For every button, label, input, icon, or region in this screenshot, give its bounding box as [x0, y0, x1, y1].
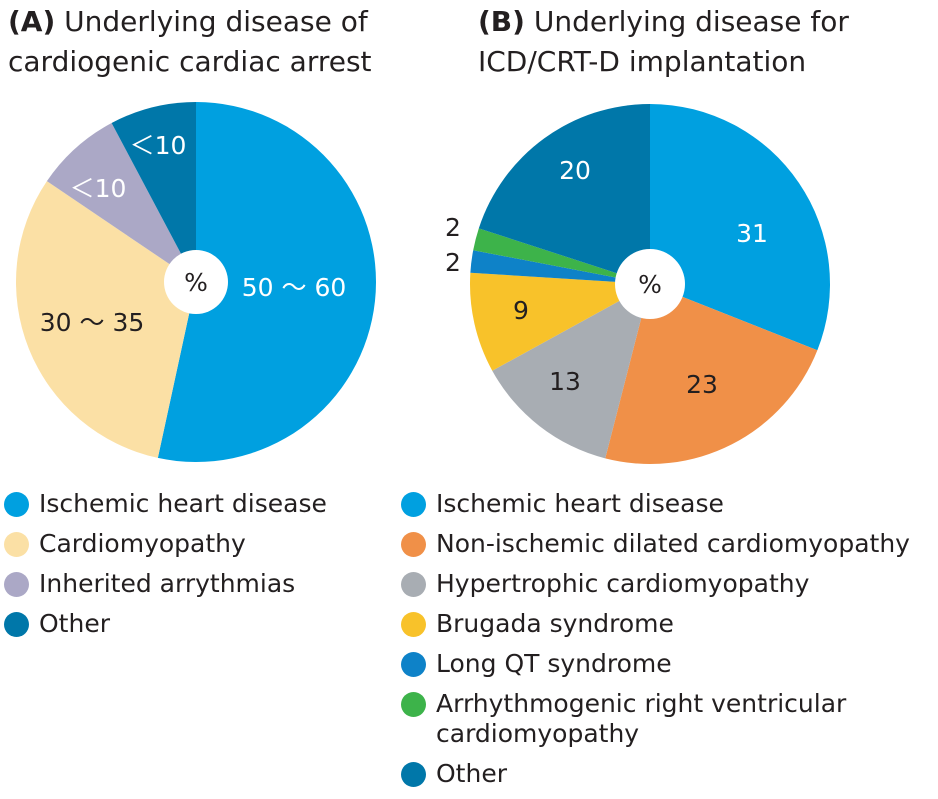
legend-swatch-icon	[4, 612, 29, 637]
legend-item: Long QT syndrome	[401, 649, 910, 679]
legend-item: Ischemic heart disease	[4, 489, 327, 519]
legend-item: Non-ischemic dilated cardiomyopathy	[401, 529, 910, 559]
legend-a: Ischemic heart disease Cardiomyopathy Inhe…	[4, 489, 327, 649]
chart-a-title-text: Underlying disease of cardiogenic cardiac…	[8, 5, 372, 78]
legend-label: Cardiomyopathy	[39, 529, 246, 558]
pie-a-data-label: ＜10	[70, 174, 127, 203]
pie-a-center-label: %	[184, 268, 208, 297]
pie-b-slice	[605, 284, 818, 464]
legend-swatch-icon	[401, 652, 426, 677]
legend-item: Other	[4, 609, 327, 639]
pie-a-slice	[111, 102, 196, 282]
pie-b-data-label: 20	[559, 156, 591, 185]
legend-swatch-icon	[4, 572, 29, 597]
legend-label: Arrhythmogenic right ventricular cardiom…	[436, 689, 847, 748]
pie-b-slice	[478, 104, 650, 284]
legend-label: Other	[39, 609, 110, 638]
pie-chart-a: % 50 ～ 60 30 ～ 35 ＜10＜10	[15, 102, 377, 462]
pie-a-center-hole	[164, 250, 228, 314]
legend-item: Inherited arrythmias	[4, 569, 327, 599]
pie-b-slice	[470, 272, 650, 371]
legend-item: Cardiomyopathy	[4, 529, 327, 559]
legend-swatch-icon	[401, 762, 426, 787]
pie-b-center-label: %	[638, 270, 662, 299]
legend-swatch-icon	[401, 492, 426, 517]
legend-label: Hypertrophic cardiomyopathy	[436, 569, 810, 598]
pie-b-slice	[470, 250, 650, 284]
legend-label: Non-ischemic dilated cardiomyopathy	[436, 529, 910, 558]
pie-b-slice	[650, 104, 830, 351]
pie-b-data-label: 23	[686, 370, 718, 399]
pie-chart-b: % 31 23 13 9 2 2 20	[445, 104, 830, 464]
legend-item: Arrhythmogenic right ventricular cardiom…	[401, 689, 910, 749]
chart-a-title: (A) Underlying disease of cardiogenic car…	[8, 2, 372, 82]
legend-label: Other	[436, 759, 507, 788]
chart-a-panel-label: (A)	[8, 5, 56, 38]
legend-swatch-icon	[401, 612, 426, 637]
legend-swatch-icon	[401, 532, 426, 557]
pie-b-data-label: 9	[513, 296, 529, 325]
legend-swatch-icon	[4, 492, 29, 517]
legend-item: Hypertrophic cardiomyopathy	[401, 569, 910, 599]
pie-b-data-label: 13	[549, 367, 581, 396]
pie-a-slice	[46, 123, 196, 282]
pie-a-data-label: 50 ～ 60	[242, 273, 347, 302]
pie-b-slice	[492, 284, 650, 459]
pie-b-center-hole	[615, 249, 685, 319]
pie-charts: % 50 ～ 60 30 ～ 35 ＜10＜10 % 31 23 13 9 2 2 20	[15, 102, 830, 464]
legend-label: Ischemic heart disease	[39, 489, 327, 518]
pie-b-data-label: 31	[736, 219, 768, 248]
legend-item: Ischemic heart disease	[401, 489, 910, 519]
legend-swatch-icon	[401, 572, 426, 597]
legend-item: Other	[401, 759, 910, 789]
chart-b-panel-label: (B)	[478, 5, 525, 38]
legend-item: Brugada syndrome	[401, 609, 910, 639]
legend-swatch-icon	[4, 532, 29, 557]
pie-a-slice	[157, 102, 377, 462]
legend-label: Inherited arrythmias	[39, 569, 296, 598]
pie-a-data-label: ＜10	[130, 131, 187, 160]
legend-swatch-icon	[401, 692, 426, 717]
chart-b-title: (B) Underlying disease for ICD/CRT-D impl…	[478, 2, 849, 82]
pie-a-data-label: 30 ～ 35	[40, 308, 145, 337]
pie-b-slice	[473, 228, 650, 284]
pie-b-data-label: 2	[445, 213, 461, 242]
legend-b: Ischemic heart disease Non-ischemic dilat…	[401, 489, 910, 799]
legend-label: Ischemic heart disease	[436, 489, 724, 518]
pie-a-slice	[15, 181, 197, 458]
pie-b-data-label: 2	[445, 248, 461, 277]
legend-label: Brugada syndrome	[436, 609, 674, 638]
chart-b-title-text: Underlying disease for ICD/CRT-D implanta…	[478, 5, 849, 78]
legend-label: Long QT syndrome	[436, 649, 672, 678]
